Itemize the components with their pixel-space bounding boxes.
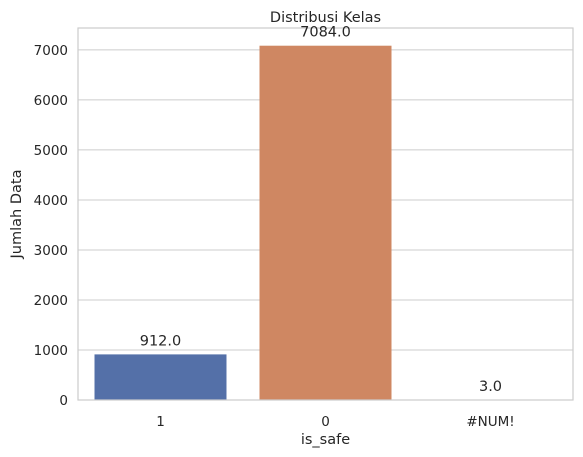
y-tick-label: 1000 xyxy=(34,343,68,359)
y-tick-labels: 0 1000 2000 3000 4000 5000 6000 7000 xyxy=(34,43,68,409)
bar-value-label: 912.0 xyxy=(140,333,182,349)
bar-value-label: 7084.0 xyxy=(300,25,351,41)
data-labels: 912.0 7084.0 3.0 xyxy=(140,25,502,395)
x-tick-label: 1 xyxy=(156,414,165,430)
bars xyxy=(94,45,557,400)
y-axis-label: Jumlah Data xyxy=(9,170,25,260)
x-tick-label: 0 xyxy=(321,414,330,430)
y-tick-label: 2000 xyxy=(34,293,68,309)
x-axis-label: is_safe xyxy=(301,432,350,448)
bar-value-label: 3.0 xyxy=(479,379,502,395)
x-tick-labels: 1 0 #NUM! xyxy=(156,414,514,430)
y-tick-label: 6000 xyxy=(34,93,68,109)
plot-frame xyxy=(77,27,574,401)
bar xyxy=(259,45,392,400)
y-tick-label: 3000 xyxy=(34,243,68,259)
y-tick-label: 4000 xyxy=(34,193,68,209)
plot-border xyxy=(77,27,574,401)
chart-title: Distribusi Kelas xyxy=(270,10,381,26)
bar xyxy=(94,354,227,400)
y-tick-label: 5000 xyxy=(34,143,68,159)
x-tick-label: #NUM! xyxy=(466,414,514,430)
y-tick-label: 7000 xyxy=(34,43,68,59)
y-tick-label: 0 xyxy=(59,393,68,409)
